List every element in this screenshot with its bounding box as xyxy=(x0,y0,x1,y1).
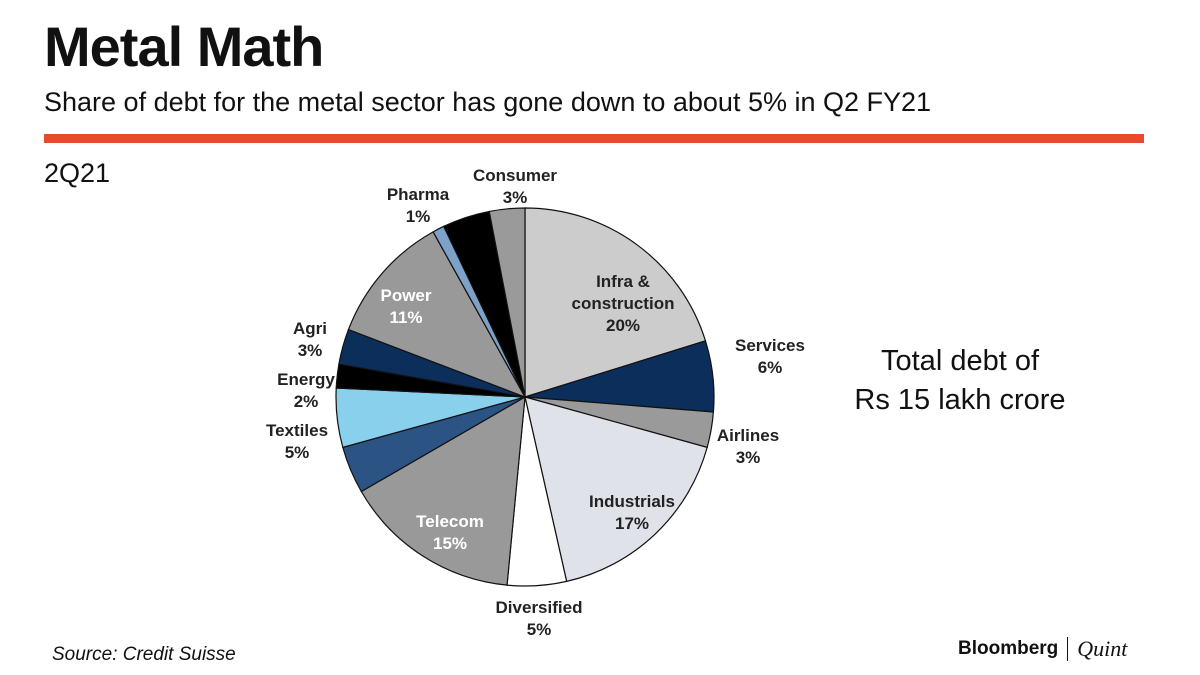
source-note: Source: Credit Suisse xyxy=(52,644,236,665)
pie-label-consumer: Consumer 3% xyxy=(473,166,557,207)
pie-label-airlines: Airlines 3% xyxy=(717,426,779,467)
accent-rule xyxy=(44,134,1144,143)
pie-label-textiles: Textiles 5% xyxy=(266,421,328,462)
pie-label-pharma: Pharma 1% xyxy=(387,185,450,226)
pie-slice-infra xyxy=(524,207,707,398)
pie-label-power: Power 11% xyxy=(380,286,431,327)
brand-secondary: Quint xyxy=(1077,636,1128,661)
pie-labels: Infra & construction 20% Services 6% Airlines… xyxy=(266,166,805,639)
pie-label-energy: Energy 2% xyxy=(277,370,335,411)
pie-slice-consumer xyxy=(488,207,526,398)
pie-label-telecom: Telecom 15% xyxy=(416,512,484,553)
pie-label-agri: Agri 3% xyxy=(293,319,327,360)
brand-primary: Bloomberg xyxy=(958,638,1059,659)
total-debt-line-2: Rs 15 lakh crore xyxy=(854,384,1066,417)
chart-subtitle: Share of debt for the metal sector has g… xyxy=(44,87,932,117)
pie-label-industrials: Industrials 17% xyxy=(589,492,675,533)
period-label: 2Q21 xyxy=(44,158,111,188)
pie-slice-industrials xyxy=(524,396,708,583)
total-debt-line-1: Total debt of xyxy=(881,345,1039,377)
total-debt-note: Total debt of Rs 15 lakh crore xyxy=(830,342,1090,420)
pie-slice-power xyxy=(347,231,527,399)
pie-label-diversified: Diversified 5% xyxy=(496,598,583,639)
pie-slice-telecom xyxy=(360,395,526,586)
chart-title: Metal Math xyxy=(44,15,324,78)
pie-slices xyxy=(335,207,715,587)
pie-label-services: Services 6% xyxy=(735,336,805,377)
pie-label-infra: Infra & construction 20% xyxy=(572,272,675,335)
brand-divider xyxy=(1067,637,1069,661)
brand-logo: Bloomberg Quint xyxy=(958,636,1127,662)
